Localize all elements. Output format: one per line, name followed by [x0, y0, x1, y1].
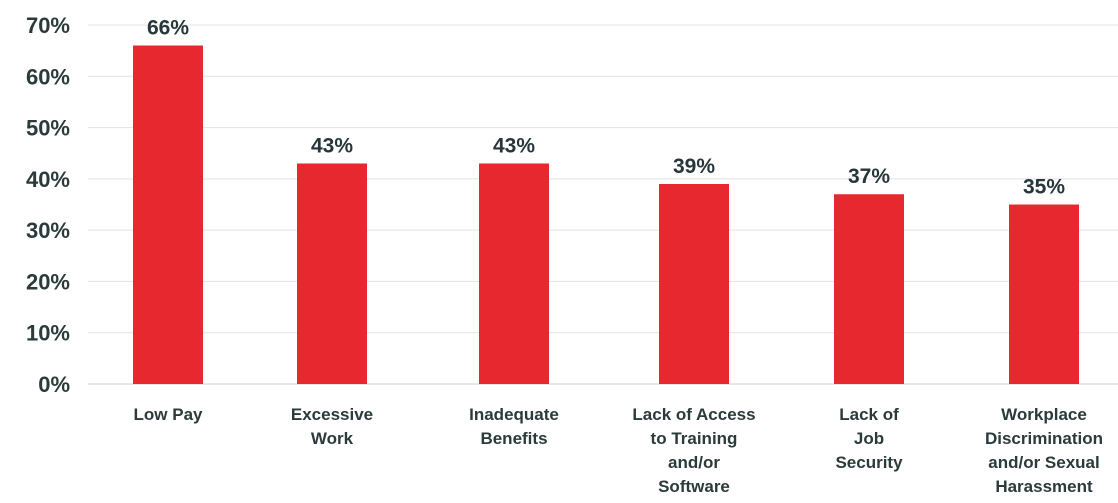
y-tick-label: 70%: [26, 13, 70, 38]
y-tick-label: 10%: [26, 321, 70, 346]
y-tick-label: 60%: [26, 64, 70, 89]
x-tick-label-line: to Training: [651, 429, 738, 448]
y-tick-label: 50%: [26, 116, 70, 141]
data-label: 66%: [147, 17, 189, 40]
x-tick-label-line: Security: [835, 453, 903, 472]
x-tick-label: Excessive Work: [291, 405, 373, 448]
bar: [1009, 204, 1079, 384]
x-tick-label: Workplace Discrimination and/or Sexual Hara…: [985, 405, 1103, 496]
bar: [479, 163, 549, 384]
x-tick-label-line: Workplace: [1001, 405, 1087, 424]
y-tick-label: 40%: [26, 167, 70, 192]
data-label: 35%: [1023, 176, 1065, 199]
x-tick-label-line: Job: [854, 429, 884, 448]
x-tick-label-line: Discrimination: [985, 429, 1103, 448]
x-tick-label-line: Excessive: [291, 405, 373, 424]
gridlines: [88, 24, 1118, 385]
x-tick-label-line: and/or Sexual: [988, 453, 1099, 472]
data-label: 39%: [673, 155, 715, 178]
bar: [133, 45, 203, 385]
x-tick-label-line: Low Pay: [134, 405, 204, 424]
data-labels: 66% 43% 43% 39% 37% 35%: [147, 17, 1065, 199]
bar: [297, 163, 367, 384]
x-tick-label-line: Benefits: [480, 429, 547, 448]
bars: [133, 45, 1079, 385]
bar: [834, 194, 904, 384]
x-tick-label: Lack of Job Security: [835, 405, 903, 472]
x-tick-label-line: and/or: [668, 453, 720, 472]
y-axis-ticks: 0% 10% 20% 30% 40% 50% 60% 70%: [26, 13, 70, 397]
y-tick-label: 20%: [26, 269, 70, 294]
data-label: 37%: [848, 165, 890, 188]
x-tick-label-line: Inadequate: [469, 405, 559, 424]
x-tick-label-line: Harassment: [995, 477, 1093, 496]
data-label: 43%: [311, 134, 353, 157]
bar: [659, 183, 729, 384]
data-label: 43%: [493, 134, 535, 157]
x-tick-label: Low Pay: [134, 405, 204, 424]
x-tick-label-line: Lack of Access: [632, 405, 755, 424]
x-tick-label-line: Lack of: [839, 405, 899, 424]
y-tick-label: 0%: [38, 372, 70, 397]
x-tick-label: Inadequate Benefits: [469, 405, 559, 448]
x-tick-label-line: Work: [311, 429, 354, 448]
x-tick-label-line: Software: [658, 477, 730, 496]
x-tick-label: Lack of Access to Training and/or Software: [632, 405, 755, 496]
x-axis-labels: Low Pay Excessive Work Inadequate Benefits La…: [134, 405, 1104, 496]
y-tick-label: 30%: [26, 218, 70, 243]
